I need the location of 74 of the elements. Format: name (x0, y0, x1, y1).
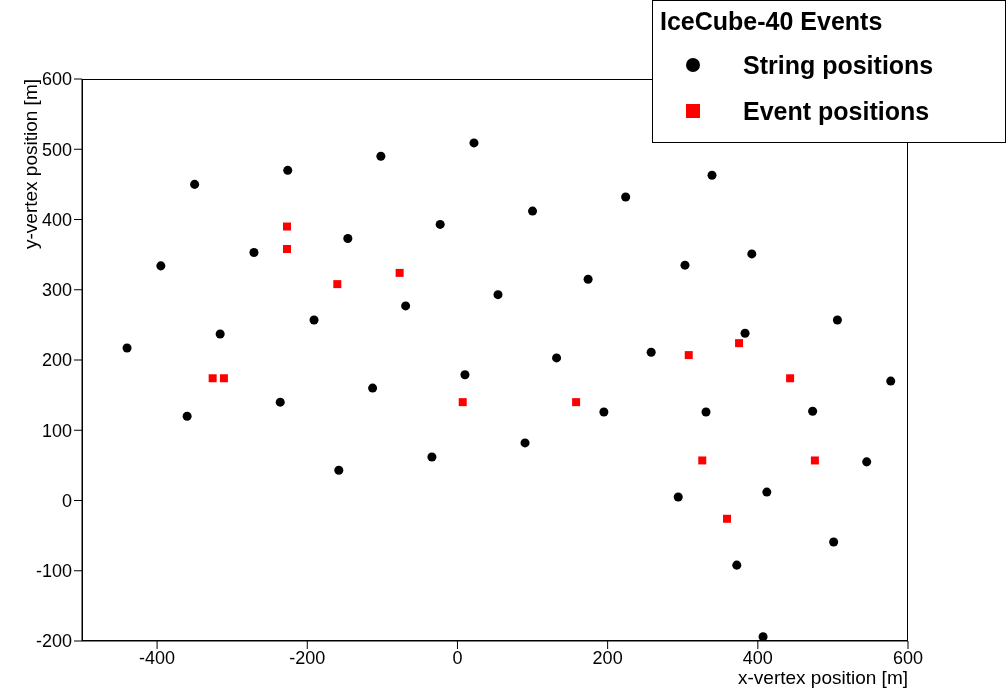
point (680, 260, 690, 270)
point (156, 261, 166, 271)
point (395, 268, 404, 277)
point (427, 452, 437, 462)
point (208, 374, 217, 383)
point (435, 219, 445, 229)
point (122, 343, 132, 353)
point (333, 280, 342, 289)
point (493, 290, 503, 300)
point (552, 353, 562, 363)
point (740, 328, 750, 338)
point (762, 487, 772, 497)
point (190, 179, 200, 189)
point (701, 407, 711, 417)
y-tick-label: 200 (41, 350, 72, 371)
point (808, 406, 818, 416)
x-axis-title: x-vertex position [m] (738, 667, 908, 689)
point (343, 233, 353, 243)
point (583, 274, 593, 284)
point (747, 249, 757, 259)
y-tick-label: 300 (41, 280, 72, 301)
point (599, 407, 609, 417)
y-tick-label: 500 (41, 139, 72, 160)
point (219, 374, 228, 383)
point (572, 398, 581, 407)
y-tick-label: -200 (35, 631, 72, 652)
legend-label: String positions (743, 50, 934, 80)
point (249, 248, 259, 258)
point (376, 151, 386, 161)
point (520, 438, 530, 448)
point (732, 560, 742, 570)
x-tick-label: 400 (742, 647, 773, 668)
point (283, 165, 293, 175)
point (862, 457, 872, 467)
point (283, 222, 291, 231)
x-tick-label: 0 (452, 647, 463, 668)
point (735, 339, 744, 348)
point (275, 397, 285, 407)
point (309, 315, 319, 325)
legend-label: Event positions (743, 96, 930, 126)
point (684, 351, 693, 360)
point (646, 347, 656, 357)
point (758, 632, 768, 641)
point (673, 492, 683, 502)
point (469, 138, 479, 148)
y-tick-label: 0 (61, 490, 72, 511)
point (528, 206, 538, 216)
point (401, 301, 411, 311)
y-axis-title: y-vertex position [m] (20, 79, 42, 249)
point (723, 514, 732, 523)
point (698, 456, 707, 465)
point (458, 398, 467, 407)
point (810, 456, 819, 465)
point (829, 537, 839, 547)
point (215, 329, 225, 339)
x-tick-label: 200 (592, 647, 623, 668)
x-tick-label: -200 (289, 647, 326, 668)
point (707, 170, 717, 180)
legend-title: IceCube-40 Events (659, 7, 884, 36)
point (786, 374, 795, 383)
point (283, 245, 291, 254)
x-tick-label: -400 (139, 647, 176, 668)
y-tick-label: -100 (35, 561, 72, 582)
y-tick-label: 100 (41, 420, 72, 441)
point (182, 411, 192, 421)
point (886, 376, 896, 386)
point (368, 383, 378, 393)
point (832, 315, 842, 325)
y-tick-label: 400 (41, 209, 72, 230)
point (460, 370, 470, 380)
x-tick-label: 600 (892, 647, 924, 668)
point (334, 465, 344, 475)
point (621, 192, 631, 202)
y-tick-label: 600 (41, 69, 72, 90)
